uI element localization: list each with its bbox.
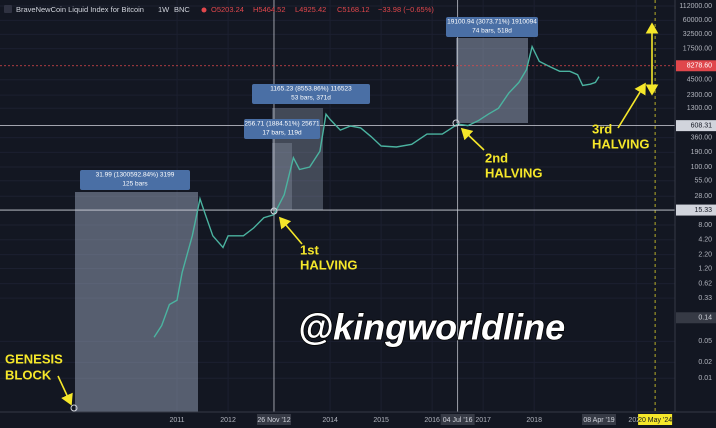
y-tick-label: 0.33 [698,295,712,302]
measure-text: 125 bars [122,181,148,188]
plot [153,44,600,338]
y-tick-label: 55.00 [694,178,712,185]
y-tick-label: 0.05 [698,338,712,345]
y-marker-label: 608.31 [691,122,713,129]
high: H5464.52 [253,5,286,14]
measure-text: 31.99 (1300592.84%) 3199 [96,172,175,179]
x-marker-label: 20 May '24 [638,417,672,424]
halving-point [70,404,78,412]
measure-label: 19100.94 (3073.71%) 1910094 74 bars, 518… [446,17,538,37]
arrow [278,216,303,245]
x-marker-box [256,414,291,425]
y-marker-box [676,312,716,324]
y-marker-box [676,204,716,216]
y-tick-label: 0.01 [698,375,712,382]
y-tick-label: 100.00 [691,164,713,171]
annotation: GENESIS [5,351,63,366]
measure-text: 74 bars, 518d [472,28,512,35]
arrow [617,82,646,129]
y-tick-label: 4.20 [698,237,712,244]
guide-lines [0,0,675,412]
change: −33.98 (−0.65%) [378,5,434,14]
interval: 1W [158,5,170,14]
halving-point [452,119,460,127]
measure-text: 1165.23 (8553.86%) 116523 [270,86,352,93]
x-marker-label: 04 Jul '16 [443,417,473,424]
annotation: HALVING [485,165,543,180]
y-marker-label: 0.14 [698,315,712,322]
y-marker-label: 15.33 [694,207,712,214]
measure-text: 256.71 (1884.51%) 25671 [244,121,320,128]
x-tick-label: 2020 [628,417,644,424]
y-tick-label: 32500.00 [683,31,712,38]
x-marker-label: 26 Nov '12 [257,417,290,424]
close: C5168.12 [337,5,370,14]
annotation: HALVING [592,136,650,151]
y-tick-label: 360.00 [691,135,713,142]
y-tick-label: 28.00 [694,193,712,200]
icon [4,5,12,13]
measure-label: 256.71 (1884.51%) 25671 17 bars, 119d [244,119,320,139]
open: O5203.24 [211,5,244,14]
axes: 112000.00 60000.00 32500.00 17500.00 4500.00… [170,3,716,425]
measure-text: 17 bars, 119d [262,130,302,137]
price-line [153,44,600,338]
y-tick-label: 17500.00 [683,45,712,52]
y-tick-label: 2.20 [698,251,712,258]
x-tick-label: 2011 [170,417,185,424]
x-tick-label: 2016 [424,417,440,424]
x-tick-label: 2018 [526,417,542,424]
x-marker-box [581,414,616,425]
measure-label: 31.99 (1300592.84%) 3199 125 bars [80,170,190,190]
x-marker-label: 08 Apr '19 [583,417,614,424]
y-tick-label: 1300.00 [687,105,712,112]
status-dot [201,7,207,13]
annotation: 3rd [592,121,612,136]
y-tick-label: 190.00 [691,149,713,156]
measure-text: 19100.94 (3073.71%) 1910094 [447,19,537,26]
y-tick-label: 8.00 [698,222,712,229]
watermark: @kingworldline [298,307,565,348]
exchange: BNC [174,5,190,14]
y-tick-label: 0.02 [698,359,712,366]
y-marker-box [676,60,716,72]
y-tick-label: 1.20 [698,265,712,272]
x-tick-label: 2015 [373,417,389,424]
y-tick-label: 0.62 [698,280,712,287]
annotation: 1st [300,242,319,257]
low: L4925.42 [295,5,326,14]
arrow [57,375,73,406]
x-marker-box [638,414,673,425]
symbol: BraveNewCoin Liquid Index for Bitcoin [16,5,144,14]
y-marker-label: 8278.60 [687,63,712,70]
y-tick-label: 4500.00 [687,77,712,84]
measure-label: 1165.23 (8553.86%) 116523 53 bars, 371d [252,84,370,104]
annotation: 2nd [485,150,508,165]
annotation: BLOCK [5,367,52,382]
y-tick-label: 60000.00 [683,17,712,24]
annotation: HALVING [300,257,358,272]
x-tick-label: 2014 [322,417,338,424]
x-marker-box [440,414,475,425]
x-tick-label: 2012 [220,417,236,424]
y-tick-label: 112000.00 [679,3,712,10]
range-box [75,192,198,412]
halving-point [270,207,278,215]
range-box [456,38,528,123]
arrow [460,127,485,151]
x-tick-label: 2017 [475,417,491,424]
range-box [272,143,292,210]
y-tick-label: 2300.00 [687,92,712,99]
measure-text: 53 bars, 371d [291,95,331,102]
y-marker-box [676,120,716,132]
